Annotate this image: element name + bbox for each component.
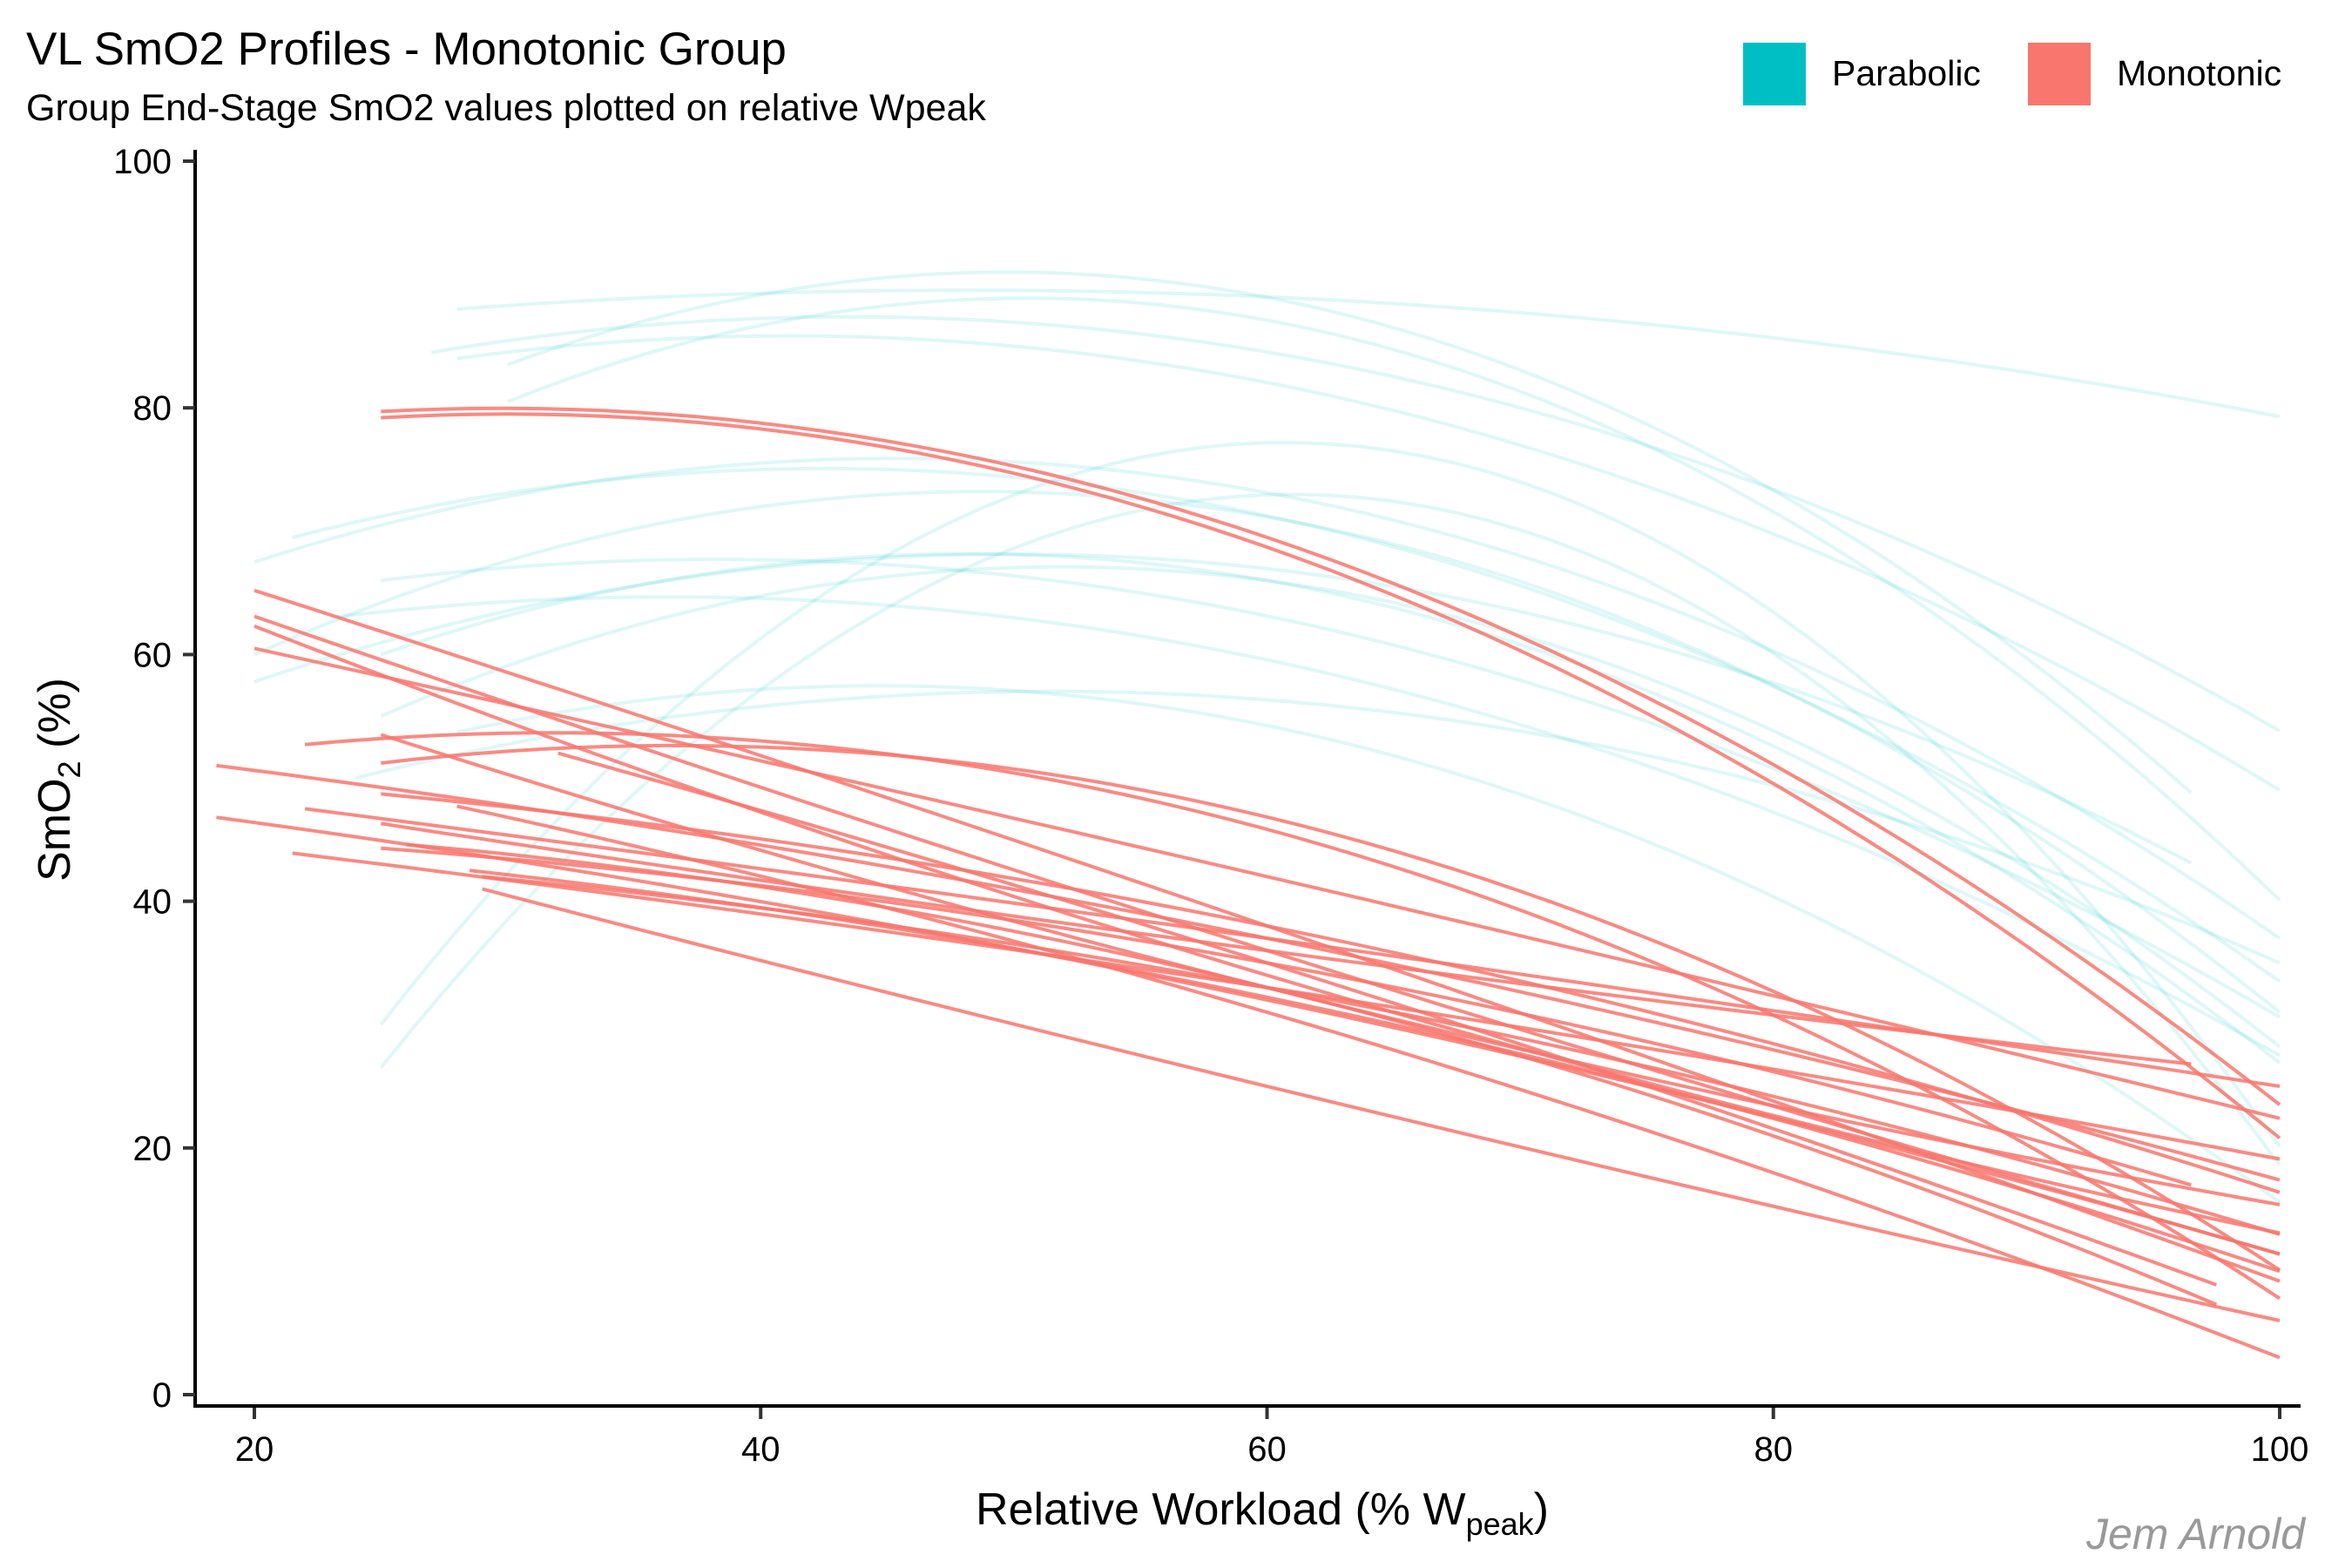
monotonic-series-line-13 xyxy=(381,792,2281,1194)
monotonic-series-line-9 xyxy=(304,731,2281,1301)
parabolic-series-line-15 xyxy=(379,492,2281,1166)
parabolic-series-line-6 xyxy=(253,456,2281,940)
parabolic-series-line-9 xyxy=(253,552,2193,865)
x-tick-label: 100 xyxy=(2251,1430,2309,1469)
monotonic-series-group xyxy=(216,406,2281,1360)
parabolic-series-line-12 xyxy=(329,595,2281,1058)
monotonic-series-line-5 xyxy=(253,624,2281,1235)
monotonic-series-line-19 xyxy=(406,842,2218,1307)
monotonic-series-line-17 xyxy=(456,804,2281,1360)
parabolic-series-line-16 xyxy=(456,684,2281,1204)
y-tick-label: 0 xyxy=(152,1376,172,1415)
monotonic-series-line-8 xyxy=(216,815,2281,1256)
legend-entry-parabolic: Parabolic xyxy=(1743,42,1981,105)
y-axis-label-main: SmO xyxy=(30,778,80,881)
legend-label-parabolic: Parabolic xyxy=(1832,53,1981,93)
chart-subtitle: Group End-Stage SmO2 values plotted on r… xyxy=(26,87,986,129)
parabolic-series-line-5 xyxy=(506,296,2281,902)
y-tick-label: 100 xyxy=(113,143,172,181)
x-tick-label: 80 xyxy=(1754,1430,1794,1469)
monotonic-series-line-12 xyxy=(558,751,2217,1287)
parabolic-series-line-17 xyxy=(355,689,2281,965)
x-axis-label-main: Relative Workload (% W xyxy=(976,1484,1466,1535)
parabolic-series-line-10 xyxy=(381,558,2281,1019)
legend-entry-monotonic: Monotonic xyxy=(2028,42,2281,105)
parabolic-series-line-13 xyxy=(380,551,2281,1064)
parabolic-series-line-1 xyxy=(456,288,2281,419)
x-tick-label: 20 xyxy=(235,1430,274,1469)
x-tick-label: 40 xyxy=(741,1430,781,1469)
monotonic-series-line-16 xyxy=(380,821,2192,1066)
caption-author: Jem Arnold xyxy=(2085,1510,2305,1558)
x-axis-ticks: 20 40 60 80 100 xyxy=(235,1408,2309,1469)
chart-title: VL SmO2 Profiles - Monotonic Group xyxy=(26,24,787,75)
monotonic-series-line-22 xyxy=(469,868,2281,1274)
monotonic-series-line-2 xyxy=(381,412,2281,1140)
y-axis-label-end: (%) xyxy=(30,678,80,760)
y-tick-label: 80 xyxy=(133,389,172,428)
x-axis-label-subscript: peak xyxy=(1466,1506,1535,1542)
y-tick-label: 60 xyxy=(133,636,172,674)
legend-key-monotonic xyxy=(2028,42,2091,105)
monotonic-series-line-7 xyxy=(216,763,2281,1182)
parabolic-series-line-3 xyxy=(456,334,2281,792)
parabolic-series-line-14 xyxy=(379,441,2281,1148)
monotonic-series-line-1 xyxy=(381,406,2281,1106)
parabolic-series-group xyxy=(253,270,2281,1204)
y-axis-ticks: 0 20 40 60 80 100 xyxy=(113,143,195,1415)
monotonic-series-line-21 xyxy=(482,887,2281,1322)
monotonic-series-line-11 xyxy=(381,743,2281,1272)
y-axis-label: SmO2 (%) xyxy=(30,678,87,882)
legend-key-parabolic xyxy=(1743,42,1806,105)
x-axis-label-end: ) xyxy=(1534,1484,1549,1535)
parabolic-series-line-2 xyxy=(431,314,2281,733)
legend-label-monotonic: Monotonic xyxy=(2117,53,2282,93)
x-axis-label: Relative Workload (% Wpeak) xyxy=(976,1484,1549,1542)
y-tick-label: 40 xyxy=(133,883,172,922)
parabolic-series-line-8 xyxy=(253,490,2281,1014)
y-axis-label-subscript: 2 xyxy=(51,760,87,778)
parabolic-series-line-7 xyxy=(292,466,2281,983)
y-tick-label: 20 xyxy=(133,1130,172,1168)
x-tick-label: 60 xyxy=(1247,1430,1287,1469)
parabolic-series-line-11 xyxy=(380,564,2281,1049)
parabolic-series-line-4 xyxy=(506,270,2193,794)
